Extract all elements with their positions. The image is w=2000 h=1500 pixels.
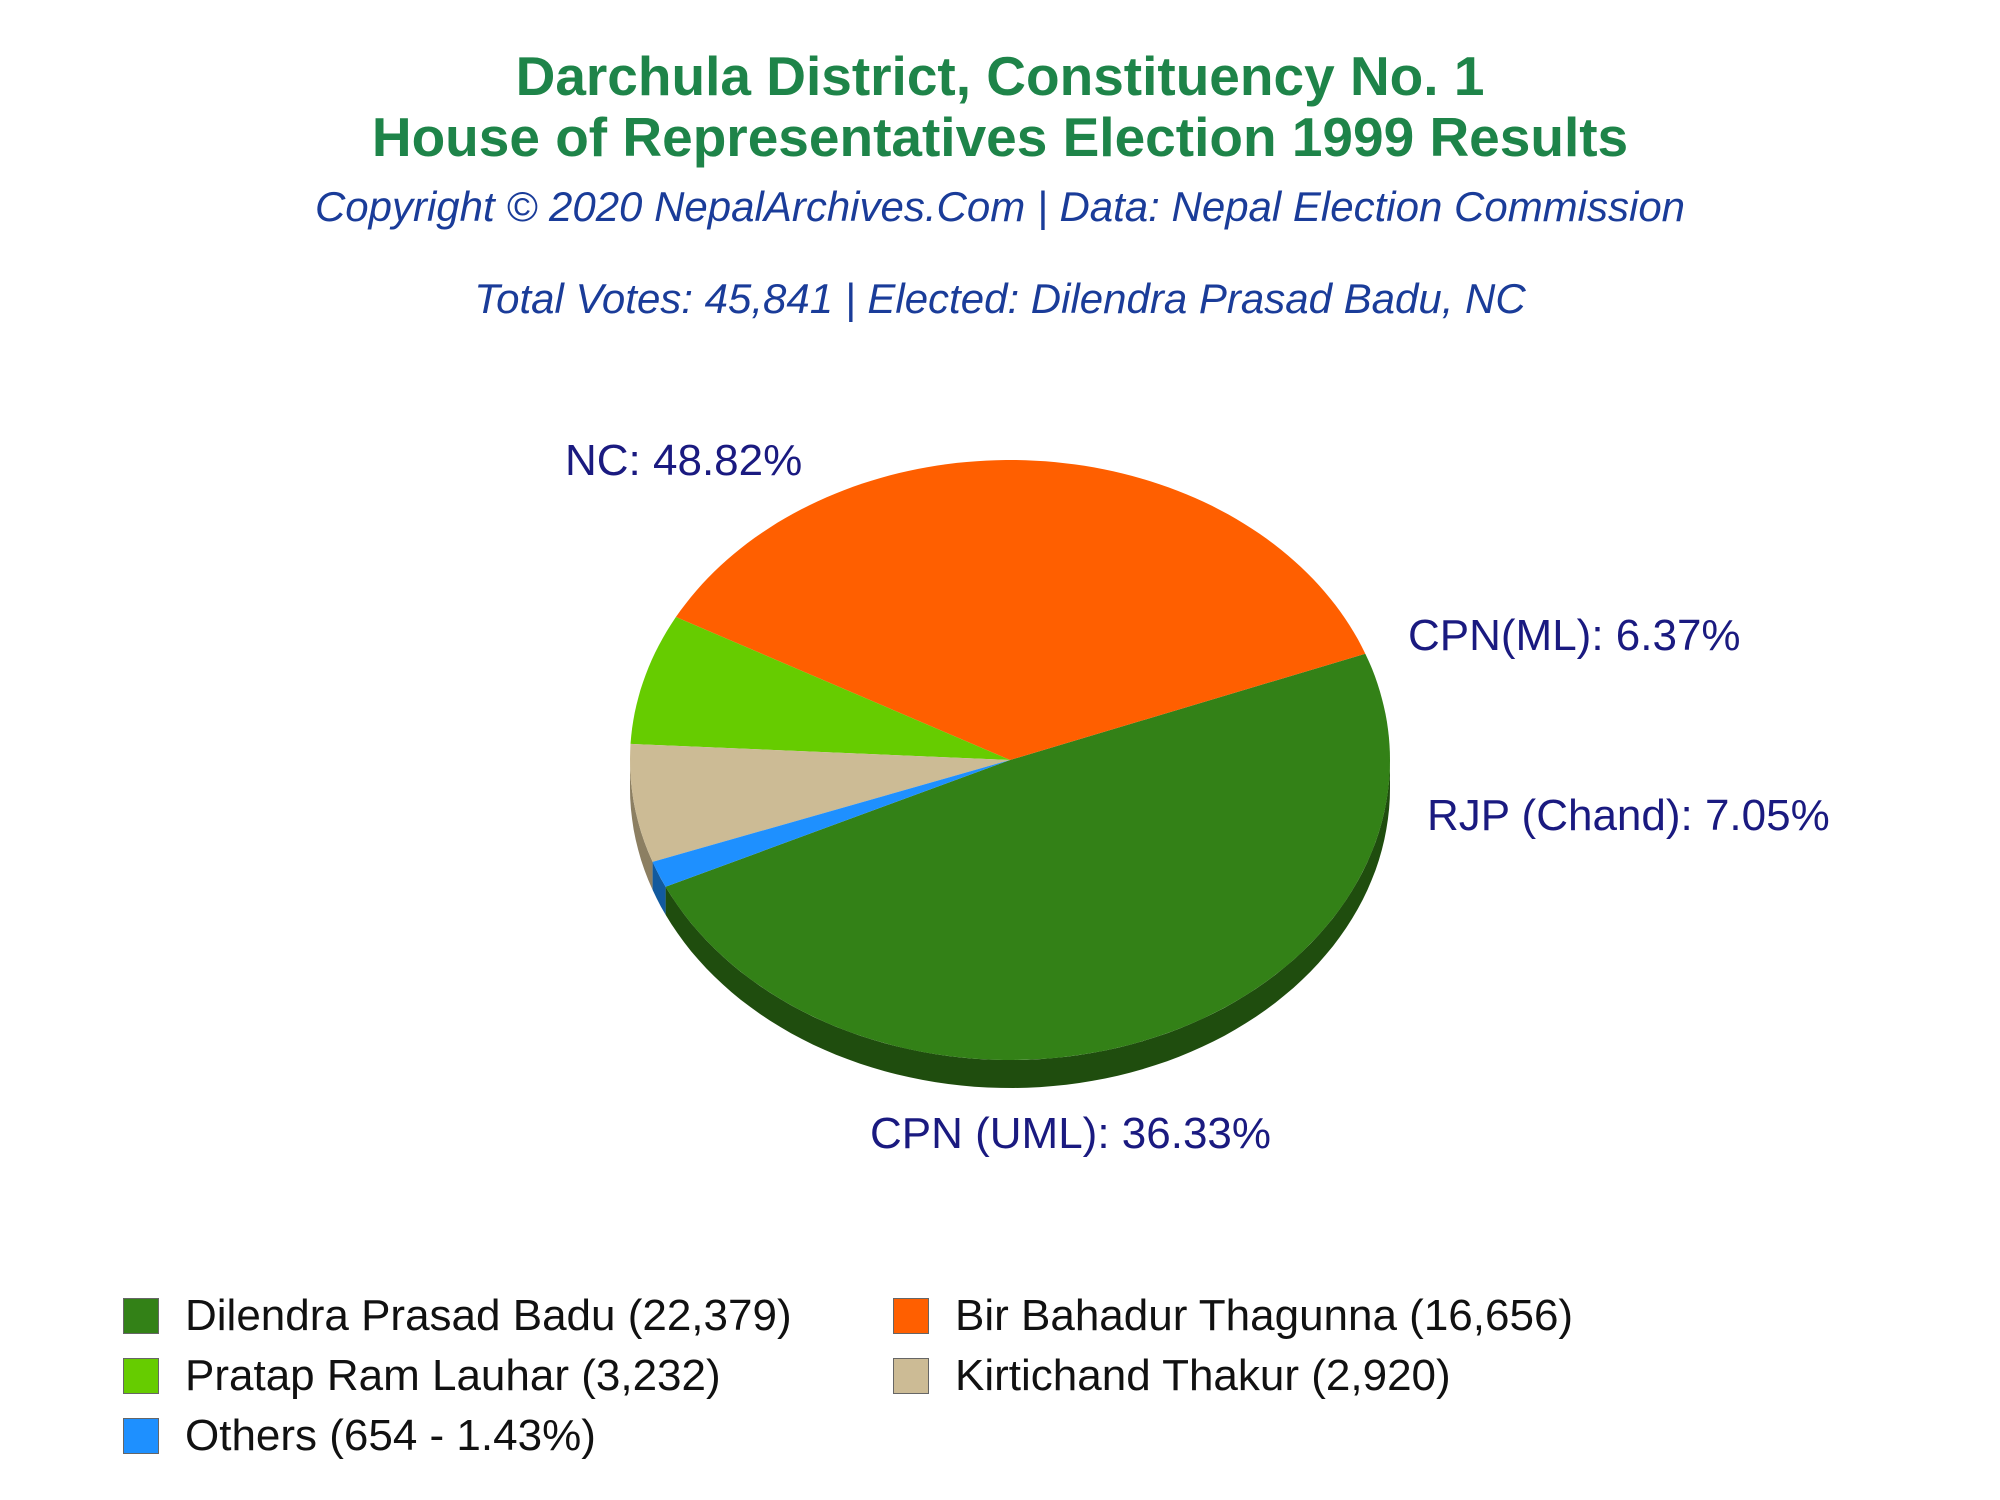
pie-side-cpn-ml <box>630 760 653 890</box>
slice-label-nc: NC: 48.82% <box>565 436 802 485</box>
pie-slice-nc <box>665 653 1390 1060</box>
pie-side-others <box>652 861 666 915</box>
pie-depth <box>630 760 1390 1088</box>
copyright-line: Copyright © 2020 NepalArchives.Com | Dat… <box>314 183 1686 230</box>
slice-label-cpn-ml: CPN(ML): 6.37% <box>1408 611 1741 660</box>
pie-slices <box>630 460 1390 1060</box>
pie-slice-others <box>652 760 1010 887</box>
pie-slice-cpn-ml <box>630 743 1010 862</box>
chart-title-line1: Darchula District, Constituency No. 1 <box>515 45 1485 107</box>
slice-label-rjp-chand: RJP (Chand): 7.05% <box>1427 791 1830 840</box>
slice-label-cpn-uml: CPN (UML): 36.33% <box>870 1109 1271 1158</box>
chart-title-line2: House of Representatives Election 1999 R… <box>371 106 1629 168</box>
pie-slice-rjp-chand <box>630 617 1010 760</box>
summary-line: Total Votes: 45,841 | Elected: Dilendra … <box>474 275 1526 322</box>
pie-slice-cpn-uml <box>675 460 1366 760</box>
